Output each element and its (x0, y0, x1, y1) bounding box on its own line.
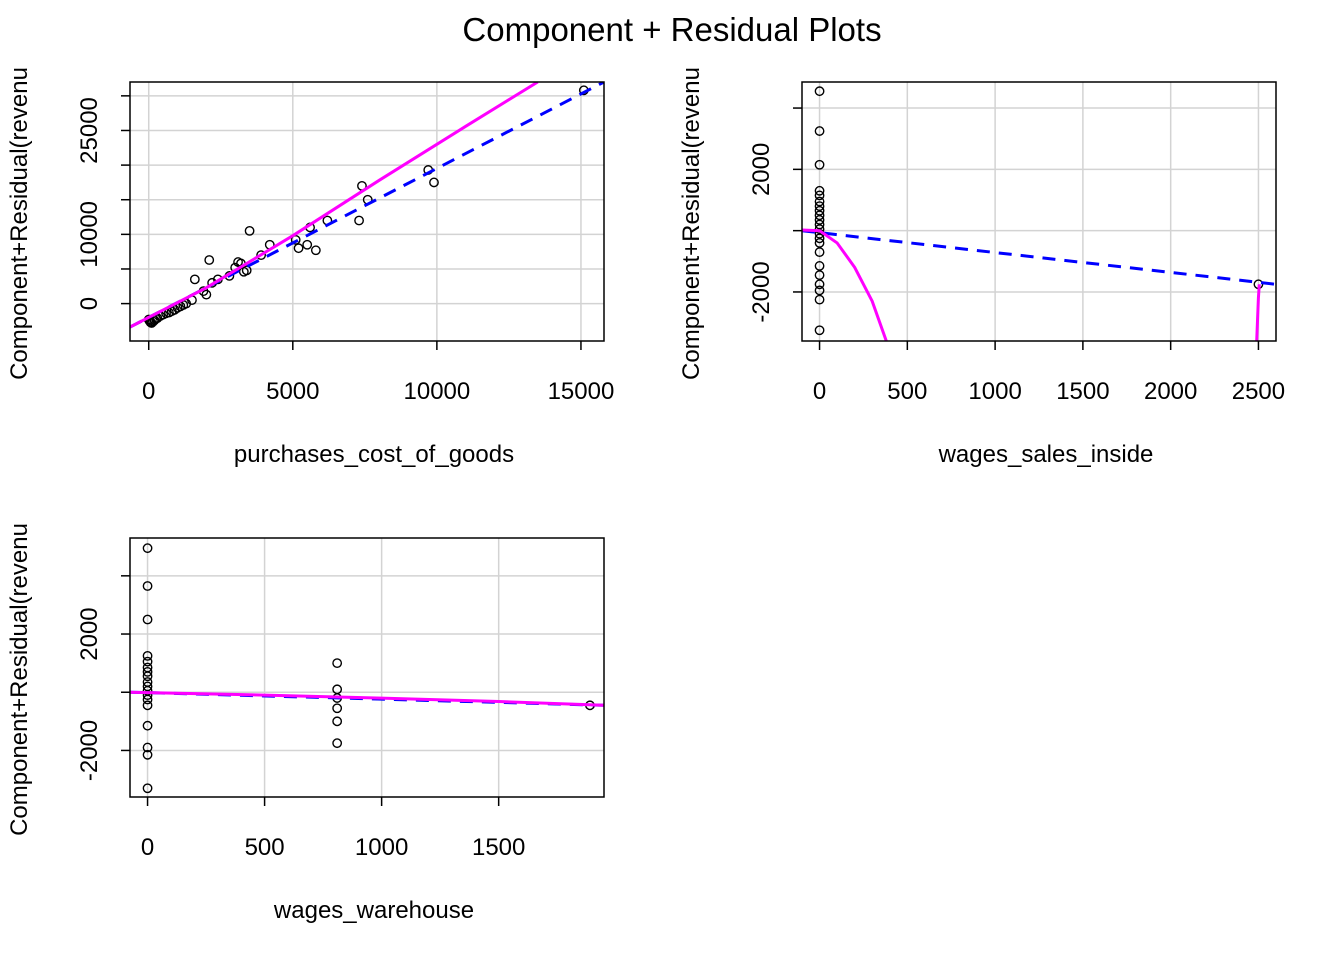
y-axis-label: Component+Residual(revenu (6, 523, 33, 836)
data-point (814, 261, 825, 271)
smooth-fit-line (130, 82, 539, 329)
panel-purchases-cost-of-goods: 0 5000 10000 15000 0 10000 25000 purchases_cost… (6, 67, 614, 468)
y-axis-label: Component+Residual(revenu (6, 67, 33, 380)
data-point (142, 690, 153, 701)
data-point (814, 233, 825, 244)
data-point (142, 783, 153, 794)
data-point (302, 239, 313, 250)
data-point (310, 245, 321, 256)
data-point (814, 210, 825, 221)
data-point (814, 285, 825, 296)
data-point (814, 126, 825, 136)
data-point (814, 270, 825, 281)
y-tick-label: 2000 (76, 607, 103, 660)
x-tick-label: 1000 (355, 834, 408, 861)
plot-frame (129, 537, 605, 798)
data-point (814, 185, 825, 196)
data-point (244, 225, 255, 236)
data-point (429, 177, 439, 188)
x-tick-label: 0 (142, 378, 155, 405)
data-point (256, 250, 267, 261)
x-tick-label: 500 (887, 378, 927, 405)
x-axis-label: wages_sales_inside (938, 441, 1154, 468)
y-tick-label: 0 (76, 297, 103, 310)
data-point (142, 656, 153, 667)
data-point (354, 215, 364, 226)
data-point (814, 279, 825, 290)
fit-lines (802, 228, 1276, 341)
data-point (142, 694, 153, 705)
smooth-fit-line (802, 228, 888, 341)
data-points (142, 543, 595, 794)
data-point (814, 190, 825, 201)
smooth-fit-line (130, 690, 604, 707)
y-tick-label: -2000 (748, 261, 775, 322)
panel-wages-sales-inside: 0 500 1000 1500 2000 2500 -2000 2000 wages_sales… (678, 67, 1285, 468)
plot-frame (129, 81, 605, 342)
data-point (332, 716, 343, 727)
data-point (332, 658, 343, 669)
data-point (142, 720, 153, 731)
data-points (814, 86, 1264, 336)
data-point (293, 243, 304, 254)
fit-lines (130, 690, 604, 707)
y-tick-label: 10000 (76, 201, 103, 268)
data-point (814, 201, 825, 212)
grid-lines (130, 82, 604, 341)
data-point (290, 234, 301, 245)
data-point (142, 614, 153, 625)
y-tick-label: 2000 (748, 143, 775, 196)
x-axis-label: purchases_cost_of_goods (234, 441, 514, 468)
data-point (332, 703, 343, 714)
fit-lines (130, 82, 604, 329)
data-point (814, 247, 825, 258)
x-axis-label: wages_warehouse (273, 897, 474, 924)
data-point (142, 650, 153, 661)
data-point (814, 219, 825, 230)
panel-wages-warehouse: 0 500 1000 1500 -2000 2000 wages_warehouse Comp… (6, 523, 605, 924)
figure-title: Component + Residual Plots (462, 11, 881, 48)
y-tick-label: -2000 (76, 720, 103, 781)
x-tick-label: 15000 (548, 378, 615, 405)
data-point (142, 700, 153, 711)
linear-fit-line (802, 229, 1276, 286)
x-tick-label: 5000 (266, 378, 319, 405)
data-point (189, 274, 200, 285)
x-tick-label: 2000 (1144, 378, 1197, 405)
smooth-fit-line (1255, 284, 1261, 341)
plot-frame (801, 81, 1277, 342)
y-tick-label: 25000 (76, 97, 103, 164)
x-tick-label: 0 (813, 378, 826, 405)
data-point (814, 205, 825, 216)
data-point (332, 738, 343, 749)
data-point (814, 196, 825, 207)
data-point (201, 289, 212, 300)
x-tick-label: 1500 (1056, 378, 1109, 405)
data-point (142, 581, 153, 591)
grid-lines (130, 538, 604, 797)
y-axis-label: Component+Residual(revenu (678, 67, 705, 380)
x-tick-label: 10000 (404, 378, 471, 405)
data-point (142, 671, 153, 682)
data-point (142, 666, 153, 677)
data-point (814, 294, 825, 305)
grid-lines (802, 82, 1276, 341)
x-tick-label: 1500 (472, 834, 525, 861)
data-points (143, 85, 589, 328)
x-tick-label: 0 (141, 834, 154, 861)
data-point (142, 749, 153, 760)
data-point (142, 742, 153, 753)
data-point (814, 86, 825, 97)
x-tick-label: 500 (245, 834, 285, 861)
data-point (814, 238, 825, 248)
data-point (814, 159, 825, 170)
x-tick-label: 2500 (1232, 378, 1285, 405)
x-tick-label: 1000 (968, 378, 1021, 405)
data-point (204, 255, 215, 265)
data-point (814, 215, 825, 225)
data-point (142, 543, 153, 554)
data-point (814, 325, 825, 336)
data-point (241, 265, 252, 276)
